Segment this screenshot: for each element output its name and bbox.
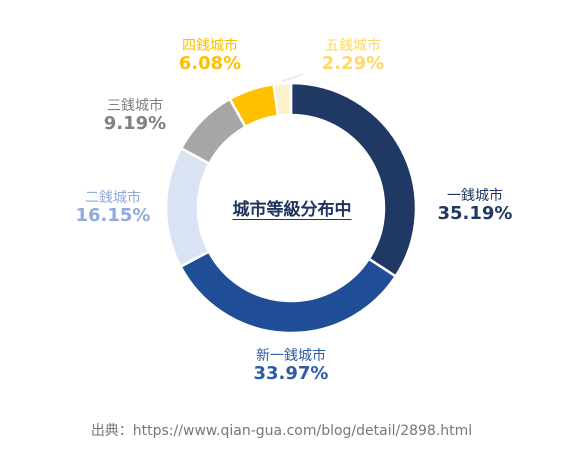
- label-tier4: 四銭城市 6.08%: [155, 38, 265, 75]
- label-tier2: 二銭城市 16.15%: [58, 190, 168, 227]
- leader-line-tier5: [281, 73, 304, 83]
- label-new-tier1-value: 33.97%: [253, 363, 329, 385]
- slice-tier5: [272, 81, 293, 118]
- label-tier2-value: 16.15%: [75, 205, 151, 227]
- label-tier4-name: 四銭城市: [182, 38, 238, 54]
- slice-new-tier1: [178, 249, 398, 335]
- slice-tier1: [289, 81, 418, 279]
- label-new-tier1: 新一銭城市 33.97%: [226, 348, 356, 385]
- label-tier3: 三銭城市 9.19%: [80, 98, 190, 135]
- label-tier2-name: 二銭城市: [85, 190, 141, 206]
- label-tier1-value: 35.19%: [437, 203, 513, 225]
- label-tier5-value: 2.29%: [321, 53, 385, 75]
- label-tier5: 五銭城市 2.29%: [298, 38, 408, 75]
- label-tier1-name: 一銭城市: [447, 188, 503, 204]
- label-tier3-value: 9.19%: [103, 113, 167, 135]
- label-tier3-name: 三銭城市: [107, 98, 163, 114]
- chart-title: 城市等級分布中: [232, 200, 352, 220]
- label-new-tier1-name: 新一銭城市: [256, 348, 326, 364]
- label-tier1: 一銭城市 35.19%: [420, 188, 530, 225]
- source-note: 出典：https://www.qian-gua.com/blog/detail/…: [90, 423, 473, 439]
- label-tier5-name: 五銭城市: [325, 38, 381, 54]
- label-tier4-value: 6.08%: [178, 53, 242, 75]
